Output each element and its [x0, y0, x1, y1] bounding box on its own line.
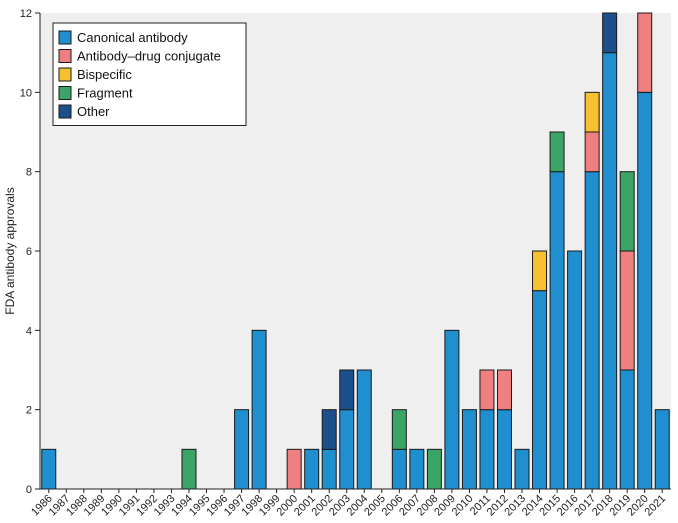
legend-label-1: Antibody–drug conjugate — [77, 49, 221, 64]
legend-label-3: Fragment — [77, 86, 133, 101]
y-tick-label-6: 6 — [26, 246, 32, 258]
bar-2013-series-0 — [514, 448, 530, 490]
bar-2017-series-0 — [584, 171, 600, 490]
bar-1994-series-3 — [181, 448, 197, 490]
bar-2012-series-0 — [496, 409, 512, 490]
bar-2016-series-0 — [567, 250, 583, 490]
legend-box — [52, 22, 247, 126]
bar-2017-series-1 — [584, 131, 600, 173]
legend-swatch-2 — [58, 67, 72, 82]
bar-2012-series-1 — [496, 369, 512, 411]
legend-label-0: Canonical antibody — [77, 30, 188, 45]
bar-1997-series-0 — [234, 409, 250, 490]
bar-2000-series-1 — [286, 448, 302, 490]
y-tick-label-0: 0 — [26, 484, 32, 496]
bar-2019-series-1 — [619, 250, 635, 371]
bar-2001-series-0 — [304, 448, 320, 490]
bar-2006-series-0 — [391, 448, 407, 490]
legend-swatch-0 — [58, 30, 72, 45]
y-tick-label-10: 10 — [20, 87, 32, 99]
y-tick-label-12: 12 — [20, 8, 32, 20]
bar-2018-series-0 — [602, 52, 618, 490]
bar-1998-series-0 — [251, 329, 267, 490]
bar-2002-series-0 — [321, 448, 337, 490]
bar-2020-series-0 — [637, 91, 653, 490]
legend: Canonical antibody Antibody–drug conjugat… — [52, 22, 247, 126]
legend-swatch-4 — [58, 104, 72, 119]
y-tick-label-4: 4 — [26, 325, 32, 337]
bar-2003-series-4 — [339, 369, 355, 411]
bar-2017-series-2 — [584, 91, 600, 133]
bar-2018-series-4 — [602, 12, 618, 54]
bar-2004-series-0 — [356, 369, 372, 490]
bar-2019-series-0 — [619, 369, 635, 490]
legend-swatch-3 — [58, 86, 72, 100]
bars-group — [41, 12, 670, 490]
bar-1986-series-0 — [41, 448, 57, 490]
bar-2019-series-3 — [619, 171, 635, 252]
bar-2007-series-0 — [409, 448, 425, 490]
x-ticks: 1986198719881989199019911992199319941995… — [29, 489, 668, 518]
y-tick-label-8: 8 — [26, 167, 32, 179]
bar-2009-series-0 — [444, 329, 460, 490]
legend-label-2: Bispecific — [77, 67, 132, 82]
bar-2006-series-3 — [391, 409, 407, 450]
bar-2010-series-0 — [461, 409, 477, 490]
y-tick-label-2: 2 — [26, 405, 32, 417]
legend-label-4: Other — [77, 104, 110, 119]
bar-2003-series-0 — [339, 409, 355, 490]
bar-2021-series-0 — [654, 409, 670, 490]
bar-2008-series-3 — [426, 448, 442, 490]
y-axis-title: FDA antibody approvals — [3, 187, 17, 314]
bar-2011-series-0 — [479, 409, 495, 490]
bar-2020-series-1 — [637, 12, 653, 93]
bar-2015-series-3 — [549, 131, 565, 173]
bar-2014-series-2 — [532, 250, 548, 292]
legend-swatch-1 — [58, 49, 72, 63]
bar-2015-series-0 — [549, 171, 565, 490]
y-ticks: 0 2 4 6 8 10 12 — [20, 8, 40, 496]
bar-2014-series-0 — [532, 290, 548, 490]
x-tick-label-2021: 2021 — [643, 493, 669, 519]
bar-2011-series-1 — [479, 369, 495, 411]
bar-2002-series-4 — [321, 409, 337, 450]
